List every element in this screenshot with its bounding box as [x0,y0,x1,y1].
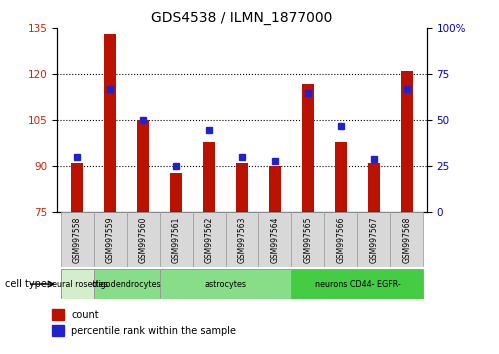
Bar [302,84,314,212]
Text: cell type: cell type [5,279,47,289]
Text: percentile rank within the sample: percentile rank within the sample [71,326,236,336]
Bar [291,269,423,299]
Text: GSM997558: GSM997558 [73,217,82,263]
Bar [203,142,215,212]
Bar [401,71,413,212]
Text: count: count [71,310,99,320]
Text: GSM997565: GSM997565 [303,217,312,263]
Bar [52,325,64,336]
Bar [137,120,149,212]
Text: astrocytes: astrocytes [205,280,247,289]
Bar [160,269,291,299]
Text: GSM997564: GSM997564 [270,217,279,263]
Bar [291,212,324,267]
Bar [258,212,291,267]
Bar [94,269,160,299]
Bar [160,212,193,267]
Bar [193,212,226,267]
Text: GSM997563: GSM997563 [238,217,247,263]
Bar [357,212,390,267]
Bar [269,166,281,212]
Text: GSM997562: GSM997562 [205,217,214,263]
Text: oligodendrocytes: oligodendrocytes [92,280,162,289]
Bar [61,212,94,267]
Bar [324,212,357,267]
Title: GDS4538 / ILMN_1877000: GDS4538 / ILMN_1877000 [151,11,333,24]
Text: GSM997561: GSM997561 [172,217,181,263]
Bar [71,163,83,212]
Text: GSM997568: GSM997568 [402,217,411,263]
Bar [335,142,347,212]
Bar [104,34,116,212]
Bar [170,172,182,212]
Text: GSM997566: GSM997566 [336,217,345,263]
Bar [236,163,248,212]
Text: GSM997559: GSM997559 [106,217,115,263]
Text: neural rosettes: neural rosettes [47,280,108,289]
Bar [390,212,423,267]
Text: GSM997567: GSM997567 [369,217,378,263]
Bar [226,212,258,267]
Bar [368,163,380,212]
Text: neurons CD44- EGFR-: neurons CD44- EGFR- [314,280,400,289]
Bar [52,309,64,320]
Bar [94,212,127,267]
Bar [61,269,94,299]
Text: GSM997560: GSM997560 [139,217,148,263]
Bar [127,212,160,267]
